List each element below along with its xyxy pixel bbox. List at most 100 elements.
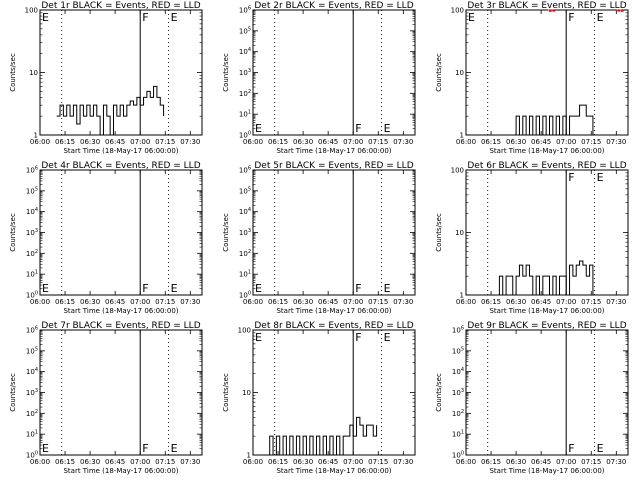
marker-e: E bbox=[42, 442, 49, 455]
y-axis-label: Counts/sec bbox=[222, 373, 230, 412]
x-tick-label: 06:00 bbox=[456, 458, 476, 466]
events-series-1 bbox=[266, 416, 378, 456]
marker-f: F bbox=[355, 122, 361, 135]
marker-e: E bbox=[42, 282, 49, 295]
x-tick-label: 06:15 bbox=[55, 458, 75, 466]
y-tick-label: 100 bbox=[25, 7, 38, 15]
y-axis-label: Counts/sec bbox=[9, 213, 17, 252]
x-tick-label: 06:00 bbox=[456, 298, 476, 306]
y-tick-label: 1 bbox=[247, 452, 251, 460]
y-tick-label: 100 bbox=[239, 131, 251, 140]
x-tick-label: 06:15 bbox=[481, 138, 501, 146]
lld-series-2 bbox=[547, 9, 556, 12]
y-tick-label: 103 bbox=[452, 388, 464, 397]
y-tick-label: 106 bbox=[26, 326, 38, 335]
x-tick-label: 07:15 bbox=[155, 138, 175, 146]
x-tick-label: 06:00 bbox=[30, 458, 50, 466]
events-series-1 bbox=[512, 104, 594, 136]
y-tick-label: 103 bbox=[239, 228, 251, 237]
y-axis-label: Counts/sec bbox=[435, 53, 443, 92]
panel-title: Det 2r BLACK = Events, RED = LLD bbox=[254, 1, 413, 11]
x-axis-label: Start Time (18-May-17 06:00:00) bbox=[63, 307, 178, 315]
plot-frame bbox=[465, 329, 629, 456]
y-tick-label: 100 bbox=[26, 291, 38, 300]
x-tick-label: 06:15 bbox=[268, 458, 288, 466]
x-axis-label: Start Time (18-May-17 06:00:00) bbox=[489, 467, 604, 475]
x-tick-label: 06:45 bbox=[318, 138, 338, 146]
x-tick-label: 07:00 bbox=[130, 458, 150, 466]
x-tick-label: 06:00 bbox=[456, 138, 476, 146]
x-tick-label: 06:30 bbox=[506, 458, 526, 466]
panel-det-9: Det 9r BLACK = Events, RED = LLD 06:00 06:… bbox=[435, 321, 629, 475]
x-tick-label: 07:30 bbox=[180, 298, 200, 306]
x-tick-label: 06:15 bbox=[268, 138, 288, 146]
x-tick-label: 07:30 bbox=[393, 458, 413, 466]
marker-e: E bbox=[384, 282, 391, 295]
x-tick-label: 07:15 bbox=[368, 458, 388, 466]
y-tick-label: 10 bbox=[455, 229, 464, 237]
panel-title: Det 5r BLACK = Events, RED = LLD bbox=[254, 161, 413, 171]
plot-frame bbox=[252, 169, 416, 296]
y-tick-label: 102 bbox=[26, 409, 38, 418]
plot-frame bbox=[465, 9, 629, 136]
panel-det-4: Det 4r BLACK = Events, RED = LLD 06:00 06:… bbox=[9, 161, 203, 315]
panel-title: Det 9r BLACK = Events, RED = LLD bbox=[467, 321, 626, 331]
y-tick-label: 100 bbox=[26, 451, 38, 460]
x-tick-label: 07:15 bbox=[581, 298, 601, 306]
marker-e: E bbox=[468, 11, 475, 24]
x-tick-label: 07:00 bbox=[556, 458, 576, 466]
x-tick-label: 07:15 bbox=[155, 458, 175, 466]
x-tick-label: 07:15 bbox=[155, 298, 175, 306]
x-tick-label: 06:45 bbox=[531, 298, 551, 306]
y-tick-label: 102 bbox=[452, 409, 464, 418]
y-tick-label: 100 bbox=[238, 327, 251, 335]
plot-frame bbox=[39, 169, 203, 296]
x-axis-label: Start Time (18-May-17 06:00:00) bbox=[276, 307, 391, 315]
x-axis-label: Start Time (18-May-17 06:00:00) bbox=[489, 147, 604, 155]
marker-e: E bbox=[171, 442, 178, 455]
x-tick-label: 07:00 bbox=[130, 298, 150, 306]
marker-f: F bbox=[142, 282, 148, 295]
panel-det-1: Det 1r BLACK = Events, RED = LLD 06:00 06:… bbox=[9, 1, 203, 155]
y-tick-label: 104 bbox=[452, 367, 464, 376]
marker-e: E bbox=[255, 122, 262, 135]
x-tick-label: 06:00 bbox=[30, 298, 50, 306]
y-tick-label: 100 bbox=[451, 167, 464, 175]
x-tick-label: 06:00 bbox=[243, 298, 263, 306]
y-tick-label: 102 bbox=[26, 249, 38, 258]
panel-det-6: Det 6r BLACK = Events, RED = LLD 06:00 06:… bbox=[435, 161, 629, 315]
marker-f: F bbox=[355, 282, 361, 295]
x-tick-label: 07:15 bbox=[368, 138, 388, 146]
x-tick-label: 07:30 bbox=[606, 138, 626, 146]
x-tick-label: 06:15 bbox=[481, 298, 501, 306]
x-tick-label: 07:30 bbox=[180, 458, 200, 466]
y-tick-label: 100 bbox=[452, 451, 464, 460]
y-tick-label: 1 bbox=[34, 132, 38, 140]
panel-title: Det 8r BLACK = Events, RED = LLD bbox=[254, 321, 413, 331]
y-tick-label: 106 bbox=[452, 326, 464, 335]
y-axis-label: Counts/sec bbox=[222, 213, 230, 252]
panel-title: Det 6r BLACK = Events, RED = LLD bbox=[467, 161, 626, 171]
y-tick-label: 106 bbox=[239, 166, 251, 175]
x-tick-label: 06:30 bbox=[80, 298, 100, 306]
panel-det-5: Det 5r BLACK = Events, RED = LLD 06:00 06:… bbox=[222, 161, 416, 315]
x-tick-label: 07:00 bbox=[556, 298, 576, 306]
x-tick-label: 06:45 bbox=[105, 458, 125, 466]
y-axis-label: Counts/sec bbox=[435, 373, 443, 412]
x-tick-label: 06:15 bbox=[268, 298, 288, 306]
x-tick-label: 06:45 bbox=[105, 138, 125, 146]
x-tick-label: 06:45 bbox=[531, 138, 551, 146]
marker-e: E bbox=[597, 171, 604, 184]
x-tick-label: 07:00 bbox=[130, 138, 150, 146]
y-tick-label: 100 bbox=[239, 291, 251, 300]
y-tick-label: 104 bbox=[26, 367, 38, 376]
x-axis-label: Start Time (18-May-17 06:00:00) bbox=[63, 467, 178, 475]
marker-e: E bbox=[171, 11, 178, 24]
plot-frame bbox=[252, 9, 416, 136]
marker-e: E bbox=[171, 282, 178, 295]
x-tick-label: 07:15 bbox=[368, 298, 388, 306]
y-tick-label: 105 bbox=[26, 186, 38, 195]
x-tick-label: 06:15 bbox=[55, 298, 75, 306]
